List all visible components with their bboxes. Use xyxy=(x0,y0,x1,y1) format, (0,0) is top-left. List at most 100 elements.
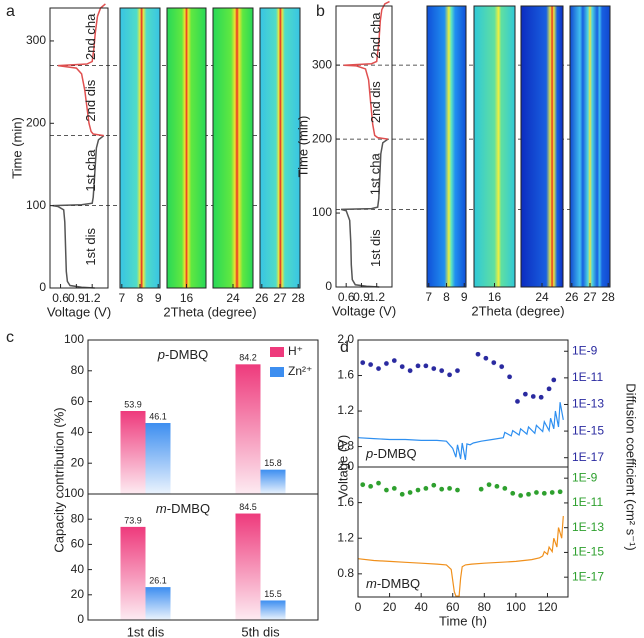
diffusion-point xyxy=(522,391,529,397)
x-tick-label: 5th dis xyxy=(241,624,280,638)
x-tick-label: 0.9 xyxy=(353,290,370,304)
plot-frame xyxy=(49,7,109,289)
diffusion-point xyxy=(454,487,461,493)
y-tick-label: 1.6 xyxy=(337,368,354,382)
diffusion-point xyxy=(423,485,429,492)
stage-label: 1st cha xyxy=(368,153,383,196)
diffusion-point xyxy=(525,491,532,498)
bar-value-label: 15.5 xyxy=(264,589,282,599)
diffusion-point xyxy=(483,355,489,362)
bar-value-label: 53.9 xyxy=(124,399,142,409)
xrd-map xyxy=(427,6,466,287)
diffusion-point xyxy=(490,359,497,366)
sample-label: m-DMBQ xyxy=(156,501,210,516)
x-tick-label: 27 xyxy=(273,291,287,305)
y-axis-label: Voltage (V) xyxy=(335,435,350,499)
diffusion-point xyxy=(557,488,563,495)
x-tick-label: 16 xyxy=(488,290,502,304)
diffusion-point xyxy=(514,398,521,405)
diffusion-point xyxy=(454,367,461,374)
x-tick-label: 27 xyxy=(583,290,597,304)
diffusion-point xyxy=(375,480,382,486)
y2-tick-label: 1E-13 xyxy=(572,520,604,534)
x-axis-label: Time (h) xyxy=(439,613,487,628)
plot-frame xyxy=(357,466,569,598)
legend-swatch xyxy=(270,347,284,357)
diffusion-point xyxy=(407,367,413,374)
y-tick-label: 100 xyxy=(64,486,84,500)
diffusion-point xyxy=(438,486,445,492)
diffusion-point xyxy=(498,363,505,370)
x-tick-label: 7 xyxy=(118,291,125,305)
y-tick-label: 40 xyxy=(71,425,85,439)
bar xyxy=(120,410,146,494)
x-tick-label: 8 xyxy=(443,290,450,304)
diffusion-point xyxy=(391,357,398,364)
diffusion-point xyxy=(446,485,453,492)
diffusion-point xyxy=(550,377,557,383)
x-tick-label: 26 xyxy=(255,291,269,305)
xrd-map xyxy=(260,8,300,288)
y-tick-label: 100 xyxy=(26,198,46,212)
y2-tick-label: 1E-13 xyxy=(572,397,604,411)
y-axis-label: Capacity contribution (%) xyxy=(51,407,66,552)
x-tick-label: 1.2 xyxy=(368,290,385,304)
x-axis-label: Voltage (V) xyxy=(47,304,111,319)
xrd-map xyxy=(474,6,515,287)
y-tick-label: 20 xyxy=(71,587,85,601)
x-tick-label: 0.9 xyxy=(68,291,85,305)
x-tick-label: 120 xyxy=(537,600,557,614)
stage-label: 1st dis xyxy=(368,229,383,267)
diffusion-point xyxy=(359,481,366,488)
y2-axis-label: Diffusion coefficient (cm² s⁻¹) xyxy=(624,383,639,550)
x-tick-label: 24 xyxy=(226,291,240,305)
x-tick-label: 28 xyxy=(292,291,306,305)
diffusion-point xyxy=(383,487,390,493)
y-tick-label: 80 xyxy=(71,363,85,377)
y-tick-label: 0 xyxy=(325,279,332,293)
y-tick-label: 60 xyxy=(71,394,85,408)
x-tick-label: 80 xyxy=(478,600,492,614)
y-tick-label: 20 xyxy=(71,455,85,469)
x-tick-label: 0 xyxy=(355,600,362,614)
xrd-map xyxy=(570,6,610,287)
bar xyxy=(260,600,286,620)
diffusion-point xyxy=(375,365,382,372)
voltage-line xyxy=(357,402,564,461)
x-axis-label: Voltage (V) xyxy=(332,303,396,318)
y2-tick-label: 1E-11 xyxy=(572,370,603,384)
y2-tick-label: 1E-17 xyxy=(572,450,604,464)
diffusion-point xyxy=(391,485,398,492)
xrd-map xyxy=(120,8,160,288)
y-tick-label: 0 xyxy=(77,612,84,626)
diffusion-point xyxy=(367,483,374,490)
x-tick-label: 1st dis xyxy=(127,624,165,638)
stage-label: 2nd cha xyxy=(368,12,383,59)
diffusion-point xyxy=(517,492,524,499)
y-tick-label: 1.6 xyxy=(337,495,354,509)
x-tick-label: 0.6 xyxy=(338,290,355,304)
bar-value-label: 73.9 xyxy=(124,515,142,525)
x-tick-label: 40 xyxy=(414,600,428,614)
diffusion-point xyxy=(438,367,445,374)
y-tick-label: 60 xyxy=(71,537,85,551)
y-axis-label: Time (min) xyxy=(9,117,24,179)
xrd-map xyxy=(213,8,253,288)
voltage-line xyxy=(343,0,390,140)
panel-letter: a xyxy=(6,3,15,20)
stage-label: 1st dis xyxy=(83,228,98,266)
legend-swatch xyxy=(270,367,284,377)
y-tick-label: 0.8 xyxy=(337,566,354,580)
bar-value-label: 84.2 xyxy=(239,353,257,363)
diffusion-point xyxy=(501,485,508,492)
panel-letter: c xyxy=(6,329,14,346)
diffusion-point xyxy=(475,351,481,358)
sample-label: p-DMBQ xyxy=(365,446,417,461)
x-tick-label: 60 xyxy=(446,600,460,614)
y-tick-label: 200 xyxy=(312,131,332,145)
y-tick-label: 100 xyxy=(312,205,332,219)
y2-tick-label: 1E-9 xyxy=(572,470,598,484)
x-tick-label: 9 xyxy=(461,290,468,304)
diffusion-point xyxy=(538,394,545,401)
x-tick-label: 24 xyxy=(535,290,549,304)
